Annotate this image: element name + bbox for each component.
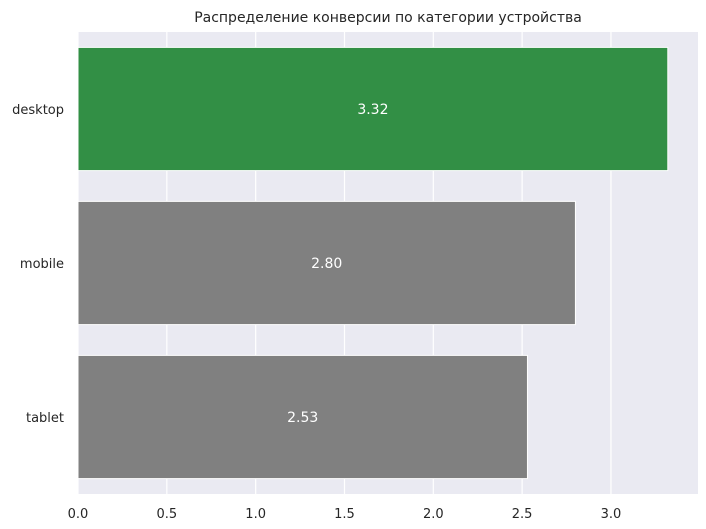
y-tick-label: tablet [26, 411, 64, 426]
bar-value-label: 2.53 [287, 410, 318, 426]
y-tick-label: desktop [12, 103, 64, 118]
bar-value-labels: 3.32 2.80 2.53 [287, 102, 388, 426]
x-tick-label: 0.5 [156, 507, 177, 522]
bar-tablet [77, 354, 528, 480]
x-tick-label: 2.5 [512, 507, 533, 522]
bar-desktop [77, 46, 669, 172]
x-tick-label: 1.5 [334, 507, 355, 522]
bar-value-label: 2.80 [311, 256, 342, 272]
x-tick-label: 1.0 [245, 507, 266, 522]
x-tick-label: 3.0 [601, 507, 622, 522]
bars [77, 46, 669, 480]
x-tick-label: 2.0 [423, 507, 444, 522]
y-tick-labels: desktop mobile tablet [12, 103, 64, 426]
x-tick-label: 0.0 [68, 507, 89, 522]
chart-title: Распределение конверсии по категории уст… [194, 10, 582, 26]
bar-mobile [77, 200, 576, 326]
y-tick-label: mobile [20, 257, 64, 272]
x-tick-labels: 0.0 0.5 1.0 1.5 2.0 2.5 3.0 [68, 507, 622, 522]
bar-value-label: 3.32 [357, 102, 388, 118]
